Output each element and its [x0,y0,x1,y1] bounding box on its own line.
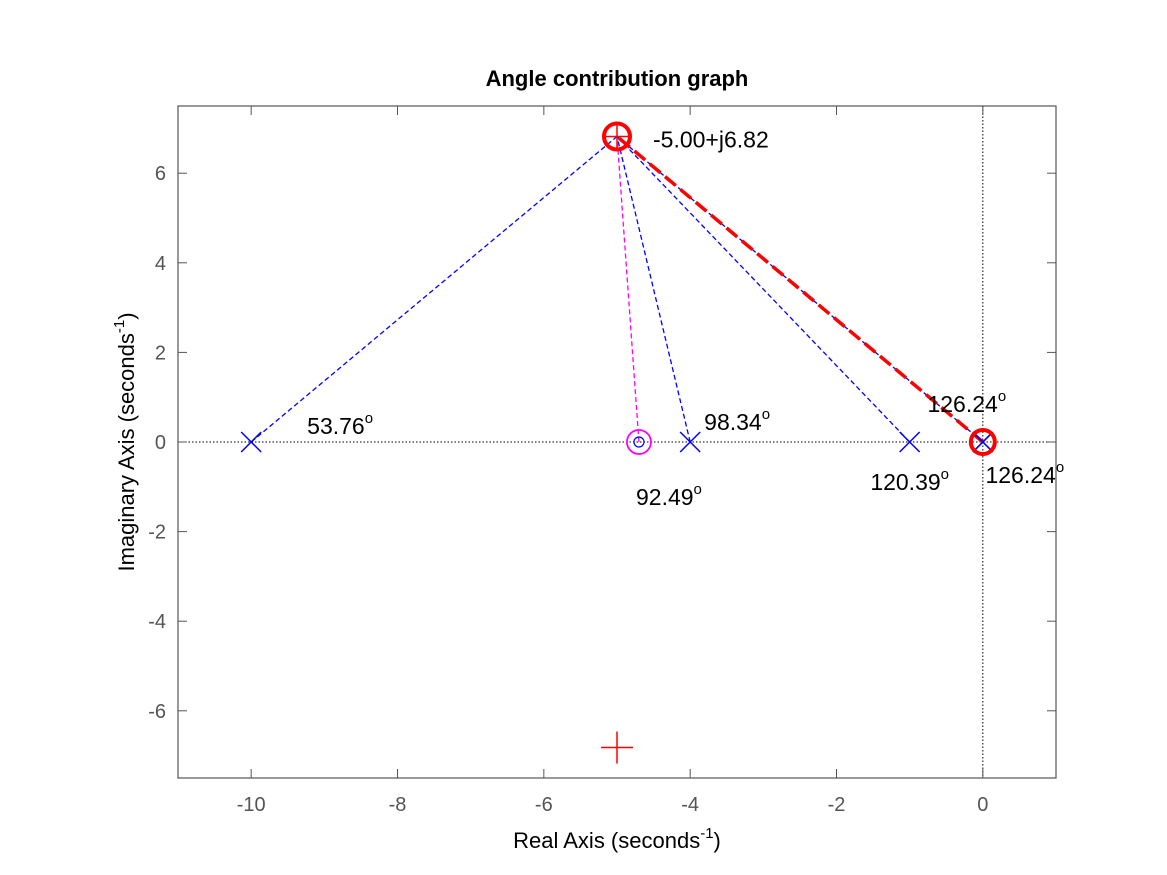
y-axis-label: Imaginary Axis (seconds-1) [111,312,139,571]
pole-line-2 [616,136,911,443]
highlight-pole-ring [968,428,997,456]
y-axis-label-sup: -1 [111,320,128,333]
pole-angle-label-3: 126.24o [927,388,1006,417]
chart-title: Angle contribution graph [486,66,749,91]
y-axis-label-text: Imaginary Axis (seconds [114,333,139,571]
test-point-label: -5.00+j6.82 [653,126,769,152]
pole-angle-label-0: 53.76o [307,410,373,439]
y-tick-label-6: 6 [155,163,166,185]
zero-ring-0 [626,429,652,455]
pole-marker-0-b [240,431,262,453]
y-tick-label-0: -6 [148,701,166,723]
y-tick-label-5: 4 [155,253,166,275]
y-tick-label-4: 2 [155,342,166,364]
x-axis-label-sup: -1 [700,825,713,842]
angle-annotations: 53.76o 98.34o 120.39o 126.24o 126.24o 92.49o -… [307,126,1064,510]
x-axis-label-close: ) [714,828,721,853]
x-axis-label: Real Axis (seconds-1) [513,825,721,853]
pole-marker-4-b [972,431,994,453]
y-tick-label-2: -2 [148,522,166,544]
x-tick-label-2: -6 [535,794,553,816]
pole-angle-label-4: 126.24o [985,459,1064,488]
zero-marker-0 [633,436,645,448]
x-tick-label-4: -2 [828,794,846,816]
zero-line-0 [616,136,640,443]
x-tick-label-1: -8 [389,794,407,816]
y-tick-label-3: 0 [155,432,166,454]
x-axis-label-text: Real Axis (seconds [513,828,700,853]
pole-marker-2-b [899,431,921,453]
pole-line-1 [616,136,691,443]
x-tick-label-3: -4 [681,794,699,816]
x-tick-label-0: -10 [237,794,266,816]
axis-ticks: -10 -8 -6 -4 -2 0 -6 -4 -2 0 2 4 6 [148,106,1056,816]
pole-marker-1-b [679,431,701,453]
y-axis-label-close: ) [114,312,139,319]
pole-angle-label-2: 120.39o [870,466,949,495]
markers [240,121,997,764]
contribution-lines [250,135,984,444]
x-tick-label-5: 0 [977,794,988,816]
pole-angle-label-1: 98.34o [704,406,770,435]
zero-angle-label-0: 92.49o [636,481,702,510]
y-tick-label-1: -4 [148,611,166,633]
